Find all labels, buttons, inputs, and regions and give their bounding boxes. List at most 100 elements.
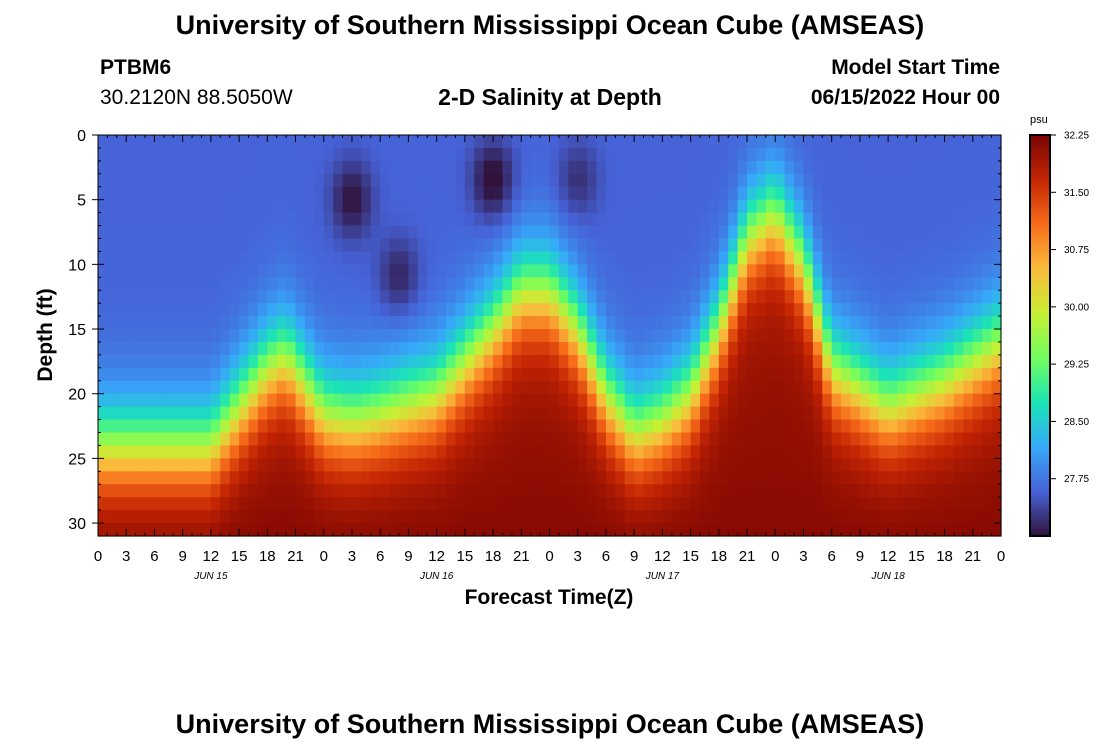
heatmap-cell [784,264,795,278]
heatmap-cell [436,251,447,265]
heatmap-cell [201,212,212,227]
heatmap-cell [587,329,598,343]
heatmap-cell [944,523,955,537]
heatmap-cell [229,160,240,175]
heatmap-cell [116,329,127,343]
x-tick-label: 18 [936,548,953,565]
heatmap-cell [935,290,946,304]
heatmap-cell [182,186,193,201]
heatmap-cell [681,135,692,149]
heatmap-cell [304,290,315,304]
heatmap-cell [304,445,315,459]
y-tick-label: 15 [68,322,86,339]
heatmap-cell [98,225,109,240]
x-tick-label: 6 [376,548,384,565]
heatmap-cell [700,160,711,175]
heatmap-cell [681,341,692,356]
heatmap-cell [925,173,936,188]
date-label: JUN 15 [193,571,228,582]
heatmap-cell [474,238,485,253]
heatmap-cell [982,135,993,149]
heatmap-cell [163,329,174,343]
heatmap-cell [239,186,250,201]
heatmap-cell [417,341,428,356]
heatmap-cell [408,186,419,201]
heatmap-cell [126,523,137,537]
heatmap-cell [474,458,485,472]
heatmap-cell [182,225,193,240]
heatmap-cell [257,277,268,291]
heatmap-cell [286,471,297,485]
heatmap-cell [624,393,635,408]
heatmap-cell [333,147,344,162]
heatmap-cell [248,406,259,421]
heatmap-cell [399,523,410,537]
heatmap-cell [690,484,701,498]
heatmap-cell [126,380,137,395]
heatmap-cell [662,303,673,317]
heatmap-cell [521,329,532,343]
heatmap-cell [474,186,485,201]
heatmap-cell [342,135,353,149]
heatmap-cell [276,419,287,434]
heatmap-cell [399,212,410,227]
heatmap-cell [869,329,880,343]
heatmap-cell [436,497,447,511]
heatmap-cell [897,316,908,330]
heatmap-cell [681,186,692,201]
heatmap-cell [671,199,682,214]
heatmap-cell [493,406,504,421]
heatmap-cell [210,471,221,485]
heatmap-cell [690,367,701,382]
heatmap-cell [540,199,551,214]
heatmap-cell [370,212,381,227]
chart-subtitle: 2-D Salinity at Depth [438,84,662,110]
heatmap-cell [897,419,908,434]
heatmap-cell [220,510,231,524]
heatmap-cell [267,445,278,459]
heatmap-cell [935,484,946,498]
heatmap-cell [351,135,362,149]
heatmap-cell [728,419,739,434]
heatmap-cell [906,497,917,511]
heatmap-cell [210,264,221,278]
heatmap-cell [304,471,315,485]
heatmap-cell [558,186,569,201]
heatmap-cell [474,341,485,356]
heatmap-cell [229,393,240,408]
heatmap-cell [154,419,165,434]
heatmap-cell [615,497,626,511]
heatmap-cell [690,225,701,240]
heatmap-cell [916,173,927,188]
heatmap-cell [756,419,767,434]
heatmap-cell [765,380,776,395]
heatmap-cell [511,147,522,162]
heatmap-cell [944,354,955,369]
heatmap-cell [333,341,344,356]
heatmap-cell [765,406,776,421]
heatmap-cell [963,212,974,227]
heatmap-cell [878,471,889,485]
heatmap-cell [812,367,823,382]
heatmap-cell [605,329,616,343]
heatmap-cell [916,523,927,537]
heatmap-cell [389,367,400,382]
heatmap-cell [229,303,240,317]
heatmap-cell [747,523,758,537]
heatmap-cell [953,367,964,382]
heatmap-cell [389,212,400,227]
heatmap-cell [135,186,146,201]
heatmap-cell [671,406,682,421]
heatmap-cell [916,484,927,498]
heatmap-cell [389,471,400,485]
heatmap-cell [634,290,645,304]
heatmap-cell [530,484,541,498]
heatmap-cell [408,199,419,214]
heatmap-cell [267,135,278,149]
heatmap-cell [380,135,391,149]
heatmap-cell [690,458,701,472]
heatmap-cell [295,251,306,265]
heatmap-cell [239,251,250,265]
heatmap-cell [700,458,711,472]
heatmap-cell [888,419,899,434]
